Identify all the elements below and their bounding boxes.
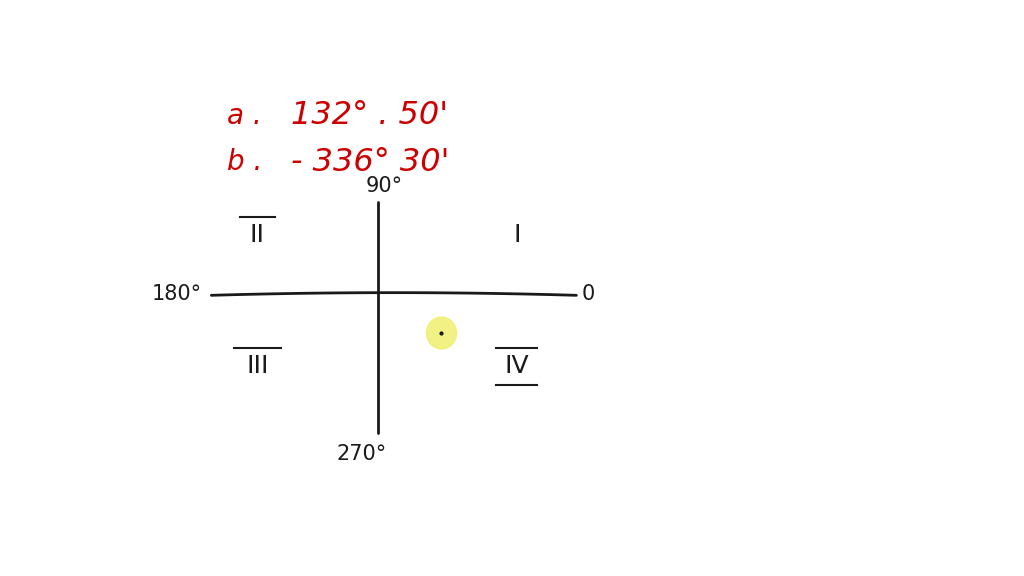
Text: I: I: [513, 223, 520, 248]
Text: 180°: 180°: [152, 284, 202, 304]
Text: IV: IV: [505, 354, 529, 378]
Text: 132° . 50': 132° . 50': [291, 100, 447, 131]
Text: III: III: [246, 354, 268, 378]
Text: 90°: 90°: [366, 176, 402, 195]
Text: 0: 0: [582, 284, 595, 304]
Text: a .: a .: [227, 102, 262, 130]
Text: II: II: [250, 223, 265, 248]
Text: b .: b .: [227, 148, 262, 176]
Text: - 336° 30': - 336° 30': [291, 147, 450, 178]
Ellipse shape: [426, 317, 457, 349]
Text: 270°: 270°: [337, 444, 387, 464]
